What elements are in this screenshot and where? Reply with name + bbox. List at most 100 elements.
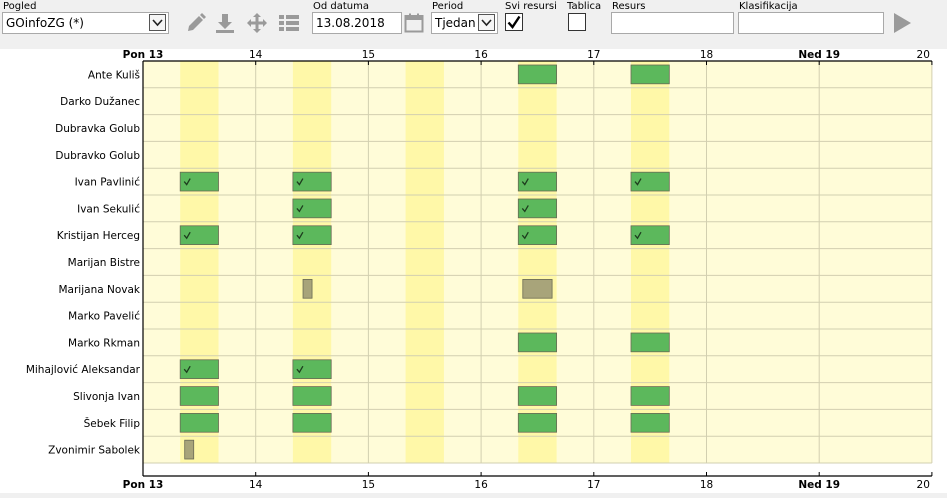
resource-label[interactable]: Marko Rkman xyxy=(68,337,140,349)
planner-grid: Ante Kuliš Darko Dužanec Dubravka Golub Dub… xyxy=(26,49,933,491)
classification-label: Klasifikacija xyxy=(739,1,798,12)
check-icon xyxy=(183,178,191,186)
event-block[interactable] xyxy=(292,225,332,246)
event-block[interactable] xyxy=(292,198,332,219)
check-icon xyxy=(296,178,304,186)
resource-label[interactable]: Mihajlović Aleksandar xyxy=(26,364,141,376)
check-icon xyxy=(183,365,191,374)
event-block[interactable] xyxy=(179,359,219,379)
resource-label[interactable]: Zvonimir Sabolek xyxy=(48,445,141,457)
toolbar: Pogled GOinfoZG (*) Od datuma 13.08.2018… xyxy=(0,0,947,46)
move-icon[interactable] xyxy=(246,12,268,34)
event-block[interactable] xyxy=(630,171,670,192)
event-block[interactable] xyxy=(179,386,219,406)
resource-label[interactable]: Dubravka Golub xyxy=(55,123,140,135)
resource-label[interactable]: Šebek Filip xyxy=(84,417,141,430)
resource-label: Resurs xyxy=(612,1,646,12)
work-hours-band xyxy=(405,61,444,463)
period-label: Period xyxy=(432,1,464,12)
resource-label[interactable]: Ivan Pavlinić xyxy=(75,177,141,189)
event-block[interactable] xyxy=(292,359,332,379)
date-input-value: 13.08.2018 xyxy=(316,16,385,30)
check-icon xyxy=(296,231,304,240)
event-block[interactable] xyxy=(517,412,558,433)
event-block[interactable] xyxy=(630,412,670,433)
period-select[interactable]: Tjedan xyxy=(431,12,498,34)
resource-label[interactable]: Dubravko Golub xyxy=(55,150,140,162)
event-block[interactable] xyxy=(184,439,195,460)
event-block[interactable] xyxy=(630,64,670,85)
event-block[interactable] xyxy=(292,412,332,433)
check-icon xyxy=(634,178,642,186)
all-resources-label: Svi resursi xyxy=(505,1,557,12)
list-icon[interactable] xyxy=(278,12,300,34)
check-icon xyxy=(296,205,304,213)
event-block[interactable] xyxy=(179,412,219,433)
check-icon xyxy=(521,178,529,186)
view-label: Pogled xyxy=(3,1,37,12)
classification-input[interactable] xyxy=(738,12,884,34)
check-icon xyxy=(296,365,304,374)
resource-label[interactable]: Slivonja Ivan xyxy=(73,391,140,403)
event-block[interactable] xyxy=(179,225,219,246)
event-block[interactable] xyxy=(517,332,558,353)
event-block[interactable] xyxy=(292,386,332,406)
period-select-value: Tjedan xyxy=(435,16,476,30)
tick-label: 16 xyxy=(474,49,488,61)
event-block[interactable] xyxy=(630,332,670,353)
table-checkbox[interactable] xyxy=(568,13,586,31)
date-label: Od datuma xyxy=(313,1,370,12)
resource-label[interactable]: Ante Kuliš xyxy=(88,69,140,81)
tick-label: 18 xyxy=(700,479,713,491)
tick-label: 20 xyxy=(917,49,930,61)
check-icon xyxy=(521,205,529,213)
event-block[interactable] xyxy=(292,171,332,192)
event-block[interactable] xyxy=(522,278,553,299)
check-icon xyxy=(521,231,529,240)
event-block[interactable] xyxy=(630,225,670,246)
tick-label: Pon 13 xyxy=(123,479,164,491)
tick-label: 16 xyxy=(474,479,488,491)
tick-label: 20 xyxy=(917,479,930,491)
check-icon xyxy=(507,15,521,29)
tick-label: Ned 19 xyxy=(798,49,840,61)
resource-label[interactable]: Marijan Bistre xyxy=(68,257,140,269)
tick-label: 17 xyxy=(587,49,600,61)
event-block[interactable] xyxy=(179,171,219,192)
resource-label[interactable]: Kristijan Herceg xyxy=(57,230,140,242)
calendar-icon[interactable] xyxy=(404,13,424,33)
play-icon[interactable] xyxy=(891,12,913,34)
event-block[interactable] xyxy=(630,386,670,406)
date-input[interactable]: 13.08.2018 xyxy=(312,12,402,34)
tick-label: Pon 13 xyxy=(123,49,164,61)
resource-label[interactable]: Darko Dužanec xyxy=(60,96,140,108)
resource-label[interactable]: Marko Pavelić xyxy=(68,311,140,323)
event-block[interactable] xyxy=(517,171,558,192)
tick-label: 15 xyxy=(362,49,375,61)
tick-label: 17 xyxy=(587,479,600,491)
event-block[interactable] xyxy=(517,225,558,246)
edit-icon[interactable] xyxy=(185,12,207,34)
event-block[interactable] xyxy=(517,64,558,85)
event-block[interactable] xyxy=(517,198,558,219)
tick-label: 14 xyxy=(249,479,263,491)
tick-label: Ned 19 xyxy=(798,479,840,491)
chevron-down-icon[interactable] xyxy=(149,14,166,31)
resource-label[interactable]: Ivan Sekulić xyxy=(77,203,140,215)
check-icon xyxy=(183,231,191,240)
view-select[interactable]: GOinfoZG (*) xyxy=(2,12,169,34)
check-icon xyxy=(634,231,642,240)
download-icon[interactable] xyxy=(214,12,236,34)
event-block[interactable] xyxy=(302,278,313,299)
tick-label: 14 xyxy=(249,49,263,61)
planner: Ante Kuliš Darko Dužanec Dubravka Golub Dub… xyxy=(0,49,947,493)
resource-label[interactable]: Marijana Novak xyxy=(58,284,140,296)
tick-label: 18 xyxy=(700,49,713,61)
all-resources-checkbox[interactable] xyxy=(505,13,523,31)
resource-input[interactable] xyxy=(611,12,734,34)
table-label: Tablica xyxy=(567,1,602,12)
chevron-down-icon[interactable] xyxy=(478,14,495,31)
tick-label: 15 xyxy=(362,479,375,491)
view-select-value: GOinfoZG (*) xyxy=(6,16,84,30)
event-block[interactable] xyxy=(517,386,558,406)
